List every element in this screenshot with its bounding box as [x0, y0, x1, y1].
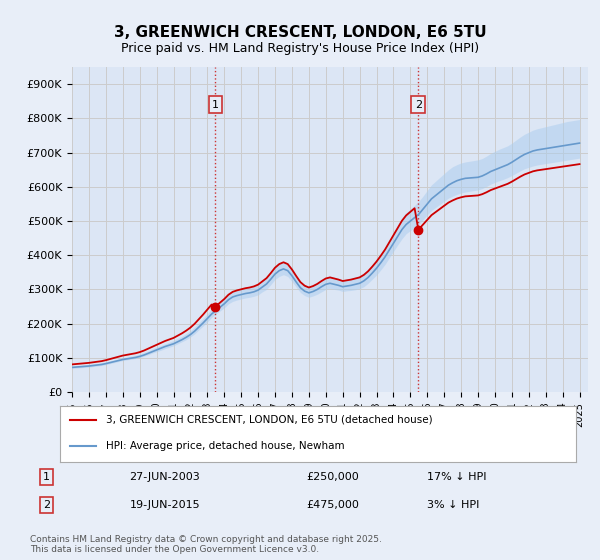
Text: £250,000: £250,000 [306, 472, 359, 482]
Text: 19-JUN-2015: 19-JUN-2015 [130, 500, 200, 510]
Text: Price paid vs. HM Land Registry's House Price Index (HPI): Price paid vs. HM Land Registry's House … [121, 42, 479, 55]
Text: HPI: Average price, detached house, Newham: HPI: Average price, detached house, Newh… [106, 441, 345, 451]
Text: 3% ↓ HPI: 3% ↓ HPI [427, 500, 480, 510]
Text: 3, GREENWICH CRESCENT, LONDON, E6 5TU (detached house): 3, GREENWICH CRESCENT, LONDON, E6 5TU (d… [106, 415, 433, 425]
Text: Contains HM Land Registry data © Crown copyright and database right 2025.
This d: Contains HM Land Registry data © Crown c… [30, 535, 382, 554]
Text: 1: 1 [43, 472, 50, 482]
Text: 2: 2 [415, 100, 422, 110]
Text: 3, GREENWICH CRESCENT, LONDON, E6 5TU: 3, GREENWICH CRESCENT, LONDON, E6 5TU [113, 25, 487, 40]
Text: 27-JUN-2003: 27-JUN-2003 [130, 472, 200, 482]
Text: 17% ↓ HPI: 17% ↓ HPI [427, 472, 487, 482]
Text: 1: 1 [212, 100, 219, 110]
Text: 2: 2 [43, 500, 50, 510]
Text: £475,000: £475,000 [306, 500, 359, 510]
